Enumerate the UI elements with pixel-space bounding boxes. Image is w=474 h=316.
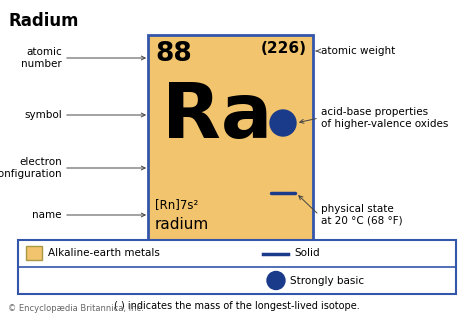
Text: Alkaline-earth metals: Alkaline-earth metals (48, 248, 160, 258)
Text: Radium: Radium (8, 12, 79, 30)
Text: atomic weight: atomic weight (321, 46, 395, 56)
Bar (18, 240, 456, 294)
Circle shape (270, 110, 296, 136)
Text: Ra: Ra (162, 80, 273, 154)
Text: radium: radium (155, 217, 209, 232)
Text: atomic
number: atomic number (21, 47, 62, 69)
Text: Solid: Solid (294, 248, 319, 258)
Text: symbol: symbol (24, 110, 62, 120)
Text: physical state
at 20 °C (68 °F): physical state at 20 °C (68 °F) (321, 204, 402, 226)
Text: electron
configuration: electron configuration (0, 157, 62, 179)
Text: ( ) indicates the mass of the longest-lived isotope.: ( ) indicates the mass of the longest-li… (114, 301, 360, 311)
Text: [Rn]7s²: [Rn]7s² (155, 198, 198, 211)
Bar (148, 35, 313, 240)
Text: acid-base properties
of higher-valence oxides: acid-base properties of higher-valence o… (321, 107, 448, 129)
Bar (26, 246, 42, 260)
Text: name: name (33, 210, 62, 220)
Circle shape (267, 271, 285, 289)
Text: (226): (226) (261, 41, 307, 56)
Text: Strongly basic: Strongly basic (290, 276, 364, 285)
Text: © Encyclopædia Britannica, Inc.: © Encyclopædia Britannica, Inc. (8, 304, 144, 313)
Text: 88: 88 (155, 41, 192, 67)
